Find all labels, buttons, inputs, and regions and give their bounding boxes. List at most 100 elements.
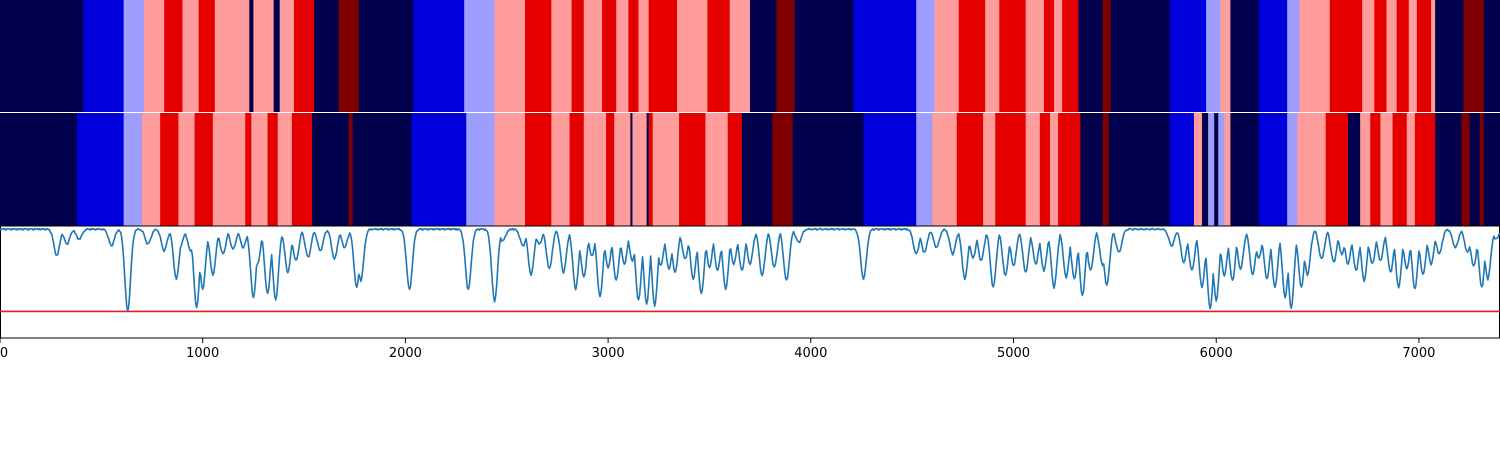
upper-segment-22 (583, 0, 603, 113)
upper-segment-44 (1078, 0, 1104, 113)
upper-segment-31 (750, 0, 777, 113)
x-tick-label-1000: 1000 (186, 346, 219, 361)
upper-segment-2 (123, 0, 145, 113)
lower-segment-31 (705, 112, 729, 226)
upper-segment-8 (249, 0, 254, 113)
upper-segment-10 (273, 0, 281, 113)
upper-segment-16 (413, 0, 465, 113)
upper-segment-36 (934, 0, 960, 113)
lower-segment-45 (1058, 112, 1081, 226)
lower-segment-44 (1050, 112, 1059, 226)
lower-segment-15 (352, 112, 412, 226)
upper-segment-4 (164, 0, 183, 113)
upper-segment-28 (677, 0, 708, 113)
upper-segment-17 (464, 0, 495, 113)
lower-segment-39 (956, 112, 984, 226)
lower-segment-47 (1102, 112, 1110, 226)
x-tick-label-5000: 5000 (997, 346, 1030, 361)
upper-segment-33 (794, 0, 854, 113)
upper-segment-19 (525, 0, 552, 113)
upper-segment-26 (638, 0, 650, 113)
x-tick-label-7000: 7000 (1402, 346, 1435, 361)
lower-segment-64 (1380, 112, 1393, 226)
x-tick-label-4000: 4000 (794, 346, 827, 361)
upper-segment-20 (551, 0, 573, 113)
upper-segment-18 (494, 0, 526, 113)
lower-segment-0 (0, 112, 78, 226)
upper-segment-43 (1062, 0, 1079, 113)
upper-segment-40 (1025, 0, 1045, 113)
lower-segment-42 (1025, 112, 1041, 226)
upper-segmentation-track (0, 0, 1500, 113)
upper-segment-54 (1329, 0, 1363, 113)
lower-segment-68 (1435, 112, 1462, 226)
lower-segment-9 (251, 112, 268, 226)
lower-segment-40 (983, 112, 996, 226)
lower-segment-24 (614, 112, 631, 226)
upper-segment-42 (1054, 0, 1063, 113)
upper-segment-3 (143, 0, 165, 113)
lower-segment-48 (1108, 112, 1170, 226)
lower-segment-25 (630, 112, 633, 226)
upper-segment-55 (1362, 0, 1375, 113)
upper-segment-13 (314, 0, 339, 113)
upper-segment-35 (916, 0, 935, 113)
lower-segment-4 (160, 112, 179, 226)
upper-segment-39 (999, 0, 1027, 113)
upper-segment-15 (358, 0, 414, 113)
lower-segment-36 (863, 112, 917, 226)
lower-segment-61 (1347, 112, 1361, 226)
lower-segment-2 (123, 112, 143, 226)
upper-segment-1 (83, 0, 125, 113)
upper-segment-27 (648, 0, 678, 113)
lower-segment-29 (652, 112, 680, 226)
upper-segment-63 (1463, 0, 1485, 113)
lower-segment-67 (1414, 112, 1436, 226)
lower-segment-6 (194, 112, 214, 226)
lower-segment-46 (1080, 112, 1104, 226)
upper-segment-64 (1483, 0, 1500, 113)
upper-segment-58 (1396, 0, 1410, 113)
lower-segment-66 (1406, 112, 1416, 226)
lower-segment-37 (916, 112, 933, 226)
x-tick-label-0: 0 (0, 346, 8, 361)
upper-segment-57 (1386, 0, 1398, 113)
upper-segment-30 (729, 0, 751, 113)
lower-segment-28 (648, 112, 654, 226)
lower-segment-60 (1325, 112, 1349, 226)
lower-segment-33 (741, 112, 773, 226)
lower-segment-59 (1297, 112, 1327, 226)
line-panel-frame (0, 225, 1500, 339)
lower-segment-55 (1224, 112, 1231, 226)
lower-segment-23 (606, 112, 615, 226)
lower-segment-17 (466, 112, 495, 226)
upper-segment-60 (1416, 0, 1432, 113)
upper-segment-24 (616, 0, 629, 113)
signal-line-panel: 0 1000 2000 3000 4000 5000 6000 7000 (0, 225, 1500, 361)
lower-segmentation-track (0, 112, 1500, 226)
upper-segment-49 (1220, 0, 1231, 113)
lower-segment-32 (727, 112, 743, 226)
lower-segment-72 (1483, 112, 1500, 226)
upper-segment-56 (1374, 0, 1387, 113)
upper-segment-53 (1299, 0, 1331, 113)
lower-segment-11 (277, 112, 293, 226)
upper-segment-14 (338, 0, 360, 113)
lower-segment-41 (995, 112, 1027, 226)
lower-segment-7 (212, 112, 246, 226)
lower-segment-27 (646, 112, 650, 226)
lower-segment-56 (1230, 112, 1260, 226)
lower-segment-22 (583, 112, 607, 226)
x-tick-label-3000: 3000 (592, 346, 625, 361)
lower-segment-8 (245, 112, 252, 226)
upper-segment-51 (1258, 0, 1288, 113)
upper-segment-47 (1169, 0, 1207, 113)
upper-segment-9 (253, 0, 275, 113)
upper-segment-59 (1408, 0, 1418, 113)
lower-segment-34 (772, 112, 793, 226)
upper-segment-50 (1230, 0, 1260, 113)
upper-segment-0 (0, 0, 84, 113)
line-panel-content (0, 227, 1500, 313)
upper-segment-62 (1435, 0, 1464, 113)
upper-segment-61 (1431, 0, 1436, 113)
